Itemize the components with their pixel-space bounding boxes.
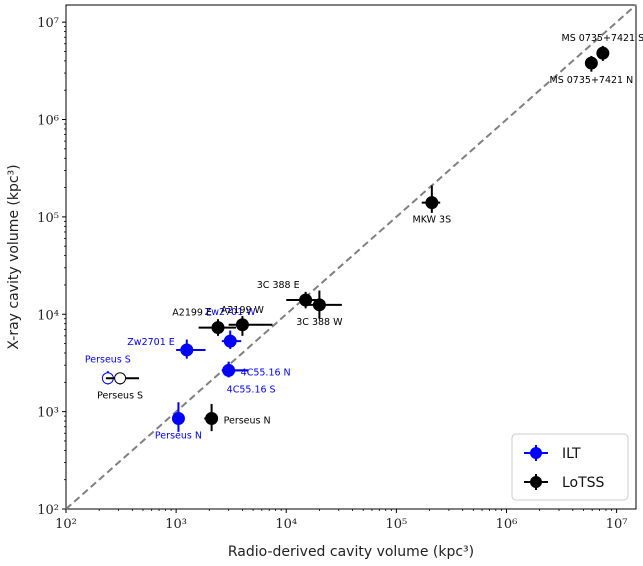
point-label: Zw2701 E — [127, 337, 174, 348]
data-point — [221, 330, 242, 349]
data-point — [221, 361, 249, 378]
point-label: MKW 3S — [413, 215, 452, 226]
marker — [596, 46, 610, 60]
point-label: Zw2701 W — [205, 307, 256, 318]
marker — [312, 298, 326, 312]
legend-label: ILT — [562, 446, 581, 462]
data-point — [584, 55, 598, 72]
marker — [205, 412, 219, 426]
point-label: 4C55.16 N — [241, 367, 291, 378]
y-tick-label: 10² — [37, 503, 59, 518]
data-point — [421, 185, 441, 213]
legend: ILT LoTSS — [511, 433, 629, 501]
x-tick-label: 10² — [55, 517, 77, 532]
point-label: A2199 W — [221, 305, 265, 316]
marker — [299, 293, 313, 307]
point-label: 3C 388 E — [257, 280, 300, 291]
data-point — [176, 339, 206, 359]
data-point — [596, 45, 610, 61]
data-point — [228, 315, 273, 336]
point-label: MS 0735+7421 N — [550, 75, 634, 86]
data-point — [198, 319, 237, 336]
y-tick-label: 10⁴ — [37, 308, 59, 323]
point-label: MS 0735+7421 S — [562, 33, 643, 44]
point-label: A2199 E — [172, 308, 212, 319]
plot-frame — [65, 4, 637, 510]
data-points — [101, 45, 610, 432]
legend-marker — [530, 447, 542, 459]
data-point — [105, 372, 139, 385]
x-tick-label: 10³ — [165, 517, 187, 532]
legend-label: LoTSS — [562, 475, 605, 491]
x-tick-label: 10⁶ — [496, 517, 518, 532]
point-label: 3C 388 W — [296, 317, 343, 328]
x-tick-label: 10⁷ — [606, 517, 628, 532]
point-label: 4C55.16 S — [227, 384, 276, 395]
marker — [171, 412, 185, 426]
marker — [584, 56, 598, 70]
y-axis-label: X-ray cavity volume (kpc³) — [6, 164, 22, 349]
plot-area — [65, 4, 637, 510]
y-tick-label: 10⁵ — [37, 211, 59, 226]
marker — [211, 321, 225, 335]
marker — [180, 343, 194, 357]
marker-open — [114, 372, 127, 385]
marker — [235, 318, 249, 332]
one-to-one-line — [65, 4, 637, 510]
data-point — [305, 290, 342, 319]
marker — [223, 334, 237, 348]
x-axis-label: Radio-derived cavity volume (kpc³) — [228, 544, 474, 560]
point-annotations: Perseus N Perseus S Zw2701 E Zw2701 W 4C55.1… — [85, 33, 643, 441]
data-point — [171, 402, 185, 432]
y-tick-label: 10³ — [37, 406, 59, 421]
x-tick-label: 10⁴ — [275, 517, 297, 532]
y-tick-label: 10⁷ — [37, 16, 59, 31]
x-tick-label: 10⁵ — [385, 517, 407, 532]
y-tick-label: 10⁶ — [37, 114, 59, 129]
point-label: Perseus S — [85, 354, 131, 365]
point-label: Perseus S — [97, 390, 143, 401]
data-point — [204, 403, 219, 432]
axis-ticks: 10² 10³ 10⁴ 10⁵ 10⁶ 10⁷ 10² 10³ 10⁴ 10⁵ 10⁶ 10⁷ — [37, 16, 627, 532]
marker — [425, 196, 439, 210]
point-label: Perseus N — [155, 431, 202, 442]
point-label: Perseus N — [224, 416, 271, 427]
legend-marker — [530, 476, 542, 488]
